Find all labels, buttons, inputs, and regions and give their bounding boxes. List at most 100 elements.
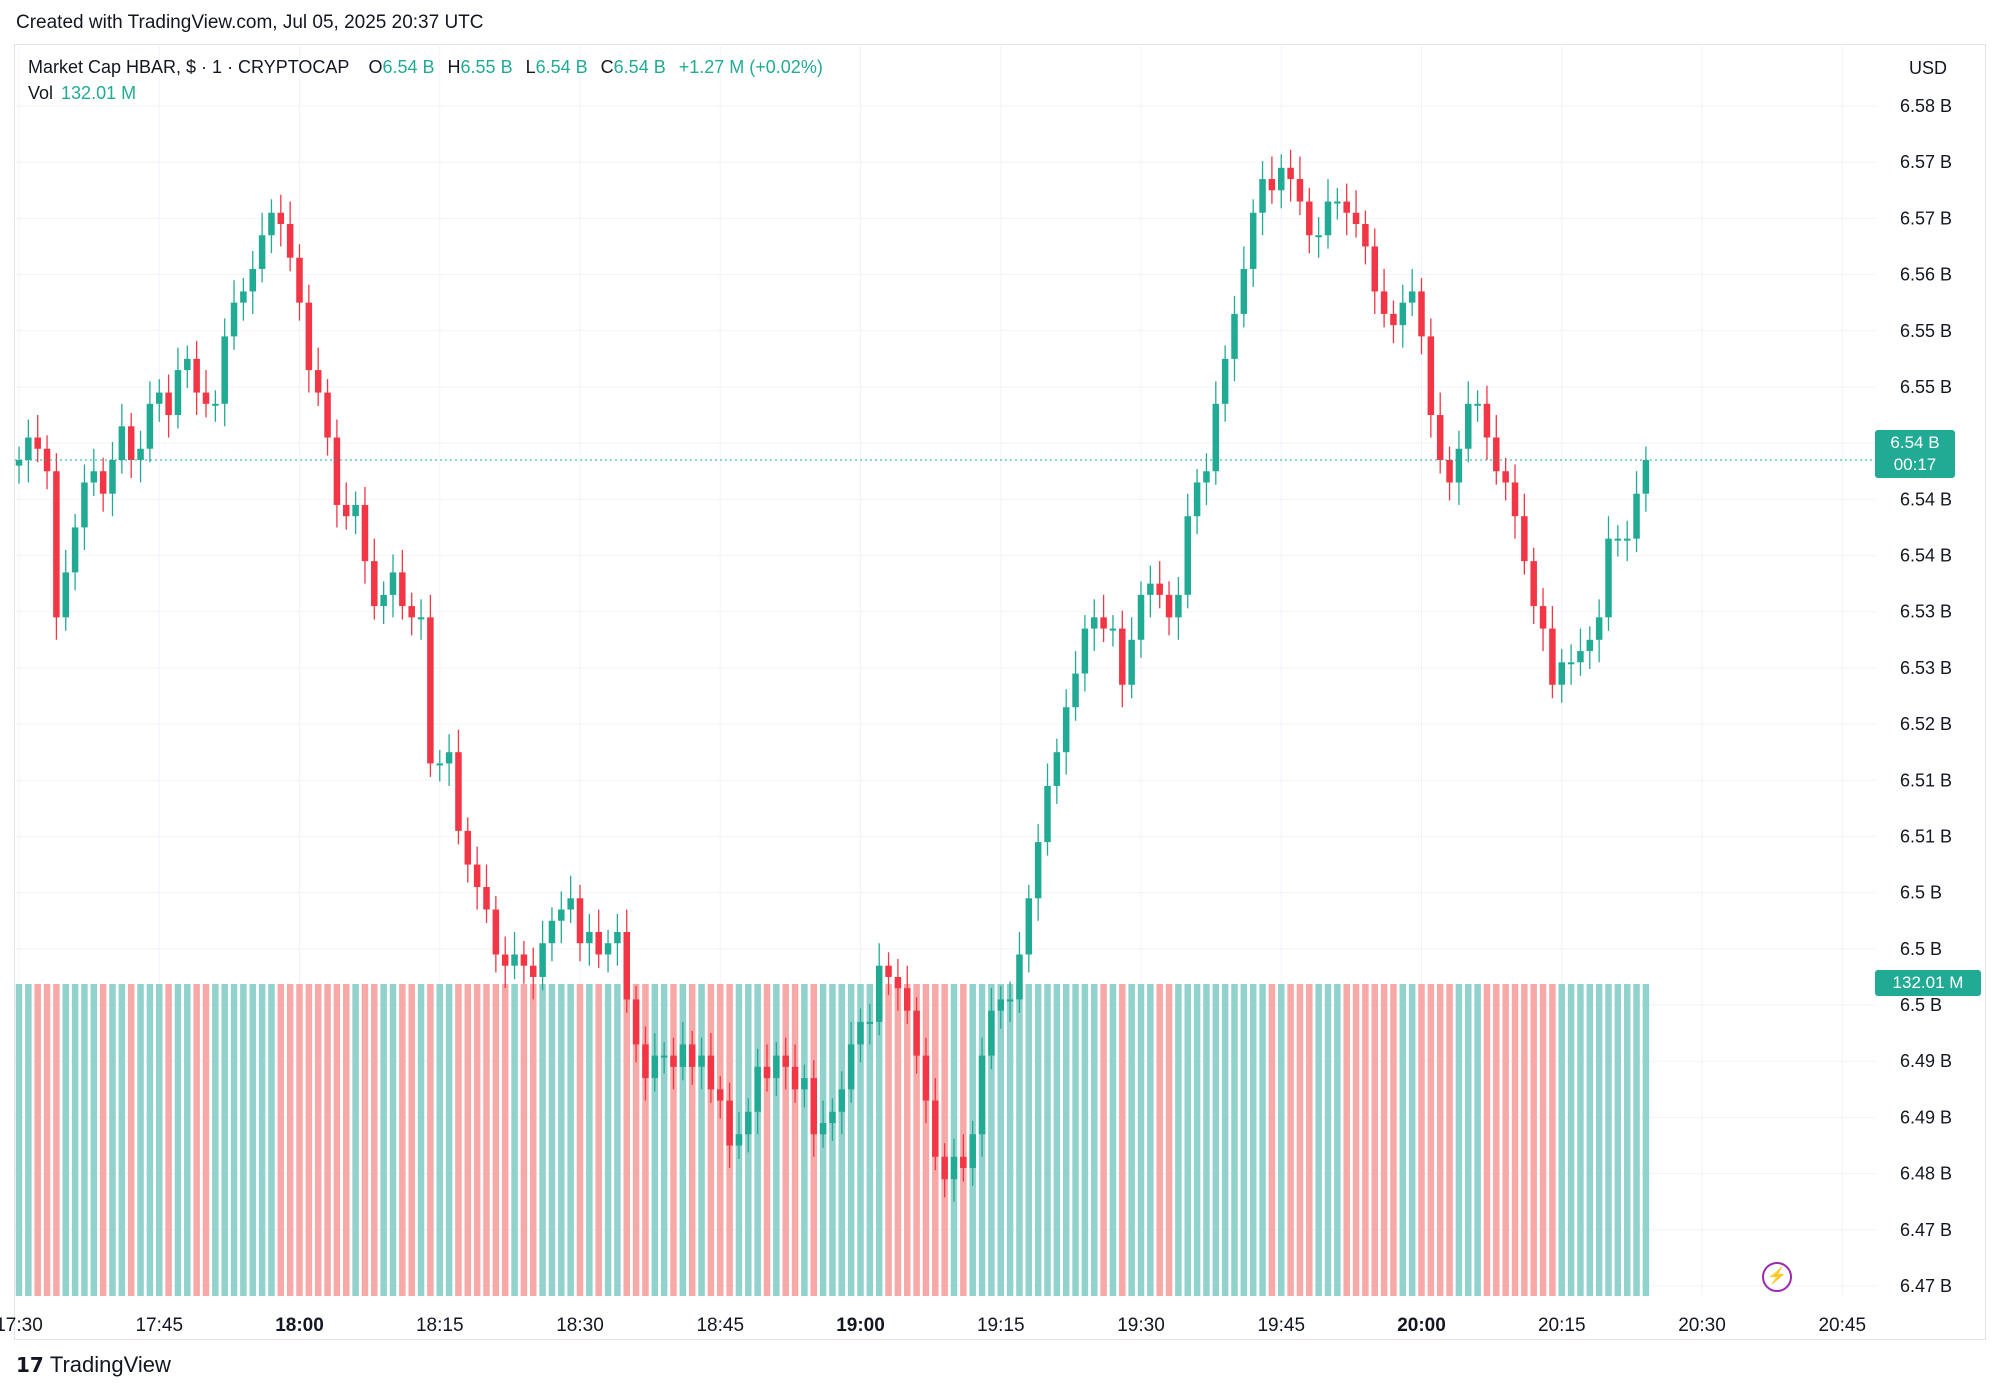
volume-bar — [707, 984, 715, 1296]
volume-bar — [857, 984, 864, 1296]
candle-body — [1595, 617, 1603, 640]
candle-body — [1614, 538, 1622, 541]
volume-bar — [1586, 984, 1594, 1296]
high-value: 6.55 B — [460, 57, 513, 77]
open-value: 6.54 B — [382, 57, 435, 77]
volume-bar — [455, 984, 462, 1296]
candle-body — [978, 1055, 986, 1135]
symbol-name[interactable]: Market Cap HBAR, $ · 1 · CRYPTOCAP — [28, 57, 350, 77]
volume-bar — [763, 984, 771, 1296]
volume-bar — [286, 984, 294, 1296]
candle-body — [548, 920, 556, 944]
volume-bar — [997, 984, 1004, 1296]
candle-body — [1502, 471, 1509, 483]
y-tick-label: 6.57 B — [1900, 152, 1952, 172]
volume-bar — [62, 984, 69, 1296]
candle-body — [90, 471, 98, 483]
volume-bar — [1324, 984, 1332, 1296]
volume-bar — [1408, 984, 1416, 1296]
candle-body — [137, 448, 144, 460]
volume-bar — [1034, 984, 1042, 1296]
candle-body — [904, 988, 911, 1011]
candle-body — [1287, 167, 1294, 180]
candle-body — [380, 594, 387, 607]
volume-bar — [1296, 984, 1304, 1296]
volume-bar — [1511, 984, 1519, 1296]
candle-body — [1521, 516, 1528, 562]
x-tick-label: 18:00 — [275, 1315, 324, 1336]
candle-body — [399, 572, 406, 607]
volume-bar — [1147, 984, 1154, 1296]
volume-bar — [352, 984, 359, 1296]
volume-bar — [1025, 984, 1033, 1296]
candle-body — [829, 1111, 836, 1124]
candle-body — [875, 965, 883, 1022]
volume-bar — [1165, 984, 1173, 1296]
volume-bar — [558, 984, 565, 1296]
y-tick-label: 6.53 B — [1900, 658, 1952, 678]
candle-body — [819, 1123, 827, 1135]
candle-body — [1184, 516, 1191, 595]
volume-bar — [1623, 984, 1631, 1296]
candle-body — [1100, 617, 1107, 629]
y-tick-label: 6.5 B — [1900, 939, 1942, 959]
volume-bar — [595, 984, 602, 1296]
candle-body — [371, 561, 378, 607]
volume-bar — [941, 984, 948, 1296]
volume-bar — [632, 984, 640, 1296]
candle-body — [473, 864, 481, 888]
y-tick-label: 6.57 B — [1900, 208, 1952, 228]
volume-bar — [1203, 984, 1210, 1296]
volume-bar — [314, 984, 322, 1296]
tradingview-logo[interactable]: 17 TradingView — [16, 1352, 171, 1378]
volume-bar — [913, 984, 920, 1296]
volume-bar — [576, 984, 584, 1296]
candle-body — [1081, 628, 1089, 674]
candle-body — [1408, 291, 1416, 303]
low-label: L — [525, 57, 536, 77]
y-tick-label: 6.51 B — [1900, 770, 1952, 790]
volume-bar — [530, 984, 537, 1296]
volume-bar — [137, 984, 144, 1296]
candle-body — [221, 336, 228, 404]
y-tick-label: 6.47 B — [1900, 1220, 1952, 1240]
volume-bar — [361, 984, 369, 1296]
y-tick-label: 6.51 B — [1900, 826, 1952, 846]
candle-body — [1436, 415, 1444, 460]
y-tick-label: 6.5 B — [1900, 883, 1942, 903]
volume-bar — [118, 984, 126, 1296]
volume-bar — [1193, 984, 1201, 1296]
last-price-tag: 6.54 B 00:17 — [1875, 430, 1955, 478]
candle-body — [483, 887, 490, 910]
candle-body — [53, 471, 60, 618]
volume-bar — [1175, 984, 1182, 1296]
volume-bar — [305, 984, 313, 1296]
volume-bar — [651, 984, 659, 1296]
candle-body — [1296, 179, 1304, 202]
volume-bar — [230, 984, 238, 1296]
candle-body — [941, 1156, 948, 1180]
x-tick-label: 18:30 — [556, 1315, 604, 1336]
y-tick-label: 6.55 B — [1900, 321, 1952, 341]
volume-bar — [1390, 984, 1397, 1296]
volume-bar — [399, 984, 406, 1296]
volume-bar — [604, 984, 612, 1296]
volume-bar — [1549, 984, 1556, 1296]
volume-bar — [1240, 984, 1248, 1296]
candle-body — [1137, 594, 1145, 640]
candle-body — [501, 954, 509, 966]
volume-bar — [464, 984, 472, 1296]
candle-body — [71, 527, 79, 573]
currency-selector[interactable]: USD — [1880, 54, 1976, 82]
candle-body — [866, 1021, 874, 1024]
candle-body — [922, 1055, 930, 1101]
volume-bar — [1221, 984, 1229, 1296]
volume-bar — [371, 984, 378, 1296]
lightning-icon[interactable]: ⚡ — [1762, 1262, 1792, 1292]
volume-bar — [1567, 984, 1575, 1296]
volume-bar — [838, 984, 846, 1296]
volume-bar — [473, 984, 481, 1296]
candle-body — [791, 1066, 799, 1090]
candle-body — [1175, 594, 1182, 618]
